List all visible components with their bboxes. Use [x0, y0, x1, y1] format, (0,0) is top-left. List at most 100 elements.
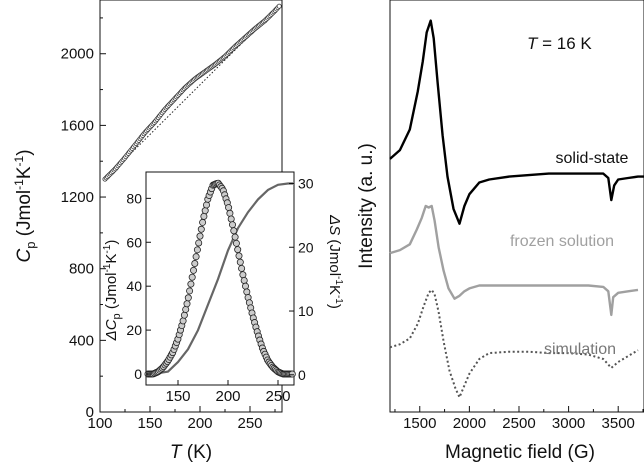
inset-right-label-unit-b: K: [326, 285, 343, 295]
inset-data-point: [240, 276, 248, 284]
right-x-tick-label: 3500: [602, 415, 635, 432]
inset-data-point: [180, 311, 188, 319]
inset-left-y-axis: 0 20 40 60 80: [126, 190, 151, 382]
left-x-tick-label: 250: [237, 415, 262, 432]
inset-data-point: [189, 266, 197, 274]
inset-data-point: [241, 282, 249, 290]
right-x-tick-label: 1500: [403, 415, 436, 432]
left-plot-area: [102, 3, 282, 182]
inset-left-label-unit-b: K: [103, 254, 120, 264]
inset-data-point: [227, 215, 235, 223]
inset-plot-area: [144, 179, 296, 378]
inset-frame: [145, 171, 295, 386]
left-baseline-line: [104, 5, 281, 180]
inset-left-tick-label: 60: [126, 234, 142, 250]
right-x-axis-label: Magnetic field (G): [445, 442, 595, 463]
left-x-label-var: T: [170, 442, 183, 463]
inset-data-point: [243, 288, 251, 296]
spectrum-line-solid-state: [389, 19, 644, 225]
right-x-tick-label: 2500: [502, 415, 535, 432]
left-y-label-close: ): [14, 149, 35, 155]
inset-right-label-main: ΔS: [326, 214, 343, 235]
left-y-label-sup2: -1: [12, 155, 26, 166]
inset-entropy-line: [147, 182, 293, 376]
spectrum-line-simulation: [389, 288, 639, 399]
inset-data-point: [225, 204, 233, 212]
inset-right-tick-label: 0: [298, 367, 306, 383]
inset-data-point: [199, 218, 207, 226]
left-y-tick-label: 400: [69, 332, 94, 349]
right-x-tick-label: 2000: [453, 415, 486, 432]
right-x-axis: 1500 2000 2500 3000 3500: [394, 406, 644, 432]
left-x-axis-label: T (K): [170, 442, 212, 463]
left-x-tick-label: 150: [137, 415, 162, 432]
right-annotation: T = 16 K: [527, 34, 592, 53]
inset-data-point: [197, 225, 205, 233]
inset-right-y-label: ΔS (Jmol-1K-1): [326, 214, 344, 309]
right-plot-frame: [389, 0, 644, 413]
inset-left-tick-label: 40: [126, 278, 142, 294]
inset-data-point: [193, 246, 201, 254]
inset-data-point: [202, 201, 210, 209]
inset-left-y-label: ΔCp (Jmol-1K-1): [102, 240, 123, 342]
inset-data-point: [232, 239, 240, 247]
inset-left-label-sub: p: [111, 313, 123, 319]
left-y-tick-label: 0: [86, 404, 94, 421]
inset-x-axis: 150 200 250: [165, 380, 291, 405]
series-label-solid-state: solid-state: [556, 150, 629, 167]
inset-right-label-sup2: -1: [333, 295, 344, 304]
series-label-simulation: simulation: [544, 341, 616, 358]
right-annotation-var: T: [527, 34, 539, 53]
inset-data-point: [228, 221, 236, 229]
inset-right-tick-label: 30: [298, 175, 314, 191]
inset-right-label-sup1: -1: [333, 276, 344, 285]
inset-data-point: [183, 300, 191, 308]
left-y-axis-label: Cp (Jmol-1K-1): [12, 149, 38, 262]
inset-data-point: [226, 209, 234, 217]
inset-left-label-unit-a: (Jmol: [103, 272, 120, 313]
inset-left-label-sup2: -1: [102, 244, 113, 253]
inset-left-tick-label: 20: [126, 322, 142, 338]
inset-data-point: [192, 253, 200, 261]
inset-data-point: [288, 370, 296, 378]
left-y-tick-label: 2000: [61, 46, 94, 63]
inset-data-point: [196, 232, 204, 240]
inset-data-point: [179, 317, 187, 325]
left-y-tick-label: 800: [69, 261, 94, 278]
inset-data-point: [188, 273, 196, 281]
inset-right-tick-label: 10: [298, 303, 314, 319]
inset-right-tick-label: 20: [298, 239, 314, 255]
inset-x-tick-label: 250: [265, 388, 290, 405]
inset-left-tick-label: 80: [126, 190, 142, 206]
left-y-axis: 0 400 800 1200 1600 2000: [61, 17, 106, 421]
left-x-tick-label: 100: [87, 415, 112, 432]
inset-data-point: [234, 246, 242, 254]
inset-data-point: [238, 264, 246, 272]
inset-left-label-close: ): [103, 240, 120, 245]
inset-data-point: [191, 260, 199, 268]
inset-left-tick-label: 0: [134, 366, 142, 382]
inset-data-point: [231, 233, 239, 241]
left-y-tick-label: 1200: [61, 189, 94, 206]
inset-data-point: [186, 287, 194, 295]
right-annotation-rest: = 16 K: [537, 34, 592, 53]
left-x-axis: 100 150 200 250: [87, 406, 276, 432]
spectrum-line-frozen-solution: [389, 204, 639, 317]
left-y-tick-label: 1600: [61, 117, 94, 134]
left-y-label-unit-a: (Jmol: [14, 190, 35, 242]
inset-data-point: [236, 258, 244, 266]
inset-right-label-close: ): [326, 304, 343, 309]
inset-data-point: [187, 280, 195, 288]
inset-data-point: [235, 252, 243, 260]
inset-right-label-unit-a: (Jmol: [326, 235, 343, 276]
inset-data-point: [201, 207, 209, 215]
inset-data-point: [195, 239, 203, 247]
inset-x-tick-label: 200: [215, 388, 240, 405]
left-y-label-sup1: -1: [12, 179, 26, 190]
left-y-label-var: C: [14, 249, 35, 263]
right-y-axis-label: Intensity (a. u.): [356, 143, 377, 269]
inset-left-label-main: ΔC: [103, 319, 120, 341]
inset-left-label-sup1: -1: [102, 263, 113, 272]
